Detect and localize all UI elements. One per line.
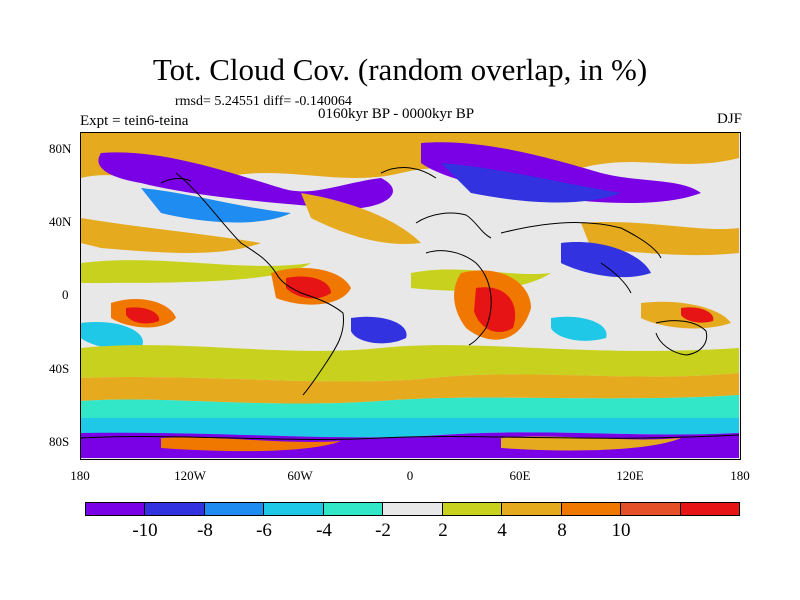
experiment-label: Expt = tein6-teina (80, 113, 189, 129)
lat-label: 80N (49, 141, 72, 156)
chart-title: Tot. Cloud Cov. (random overlap, in %) (152, 52, 648, 87)
colorbar-swatch (322, 503, 383, 515)
colorbar-label: -10 (132, 520, 158, 541)
colorbar-swatch (203, 503, 264, 515)
colorbar (85, 502, 740, 516)
lon-label: 120E (616, 468, 644, 483)
colorbar-swatch (501, 503, 561, 515)
lon-label: 0 (406, 468, 414, 483)
colorbar-swatch (560, 503, 621, 515)
colorbar-swatch (86, 503, 145, 515)
lon-label: 60W (287, 468, 313, 483)
lat-label: 40S (49, 361, 70, 376)
colorbar-label: -2 (375, 520, 391, 541)
map-field (81, 133, 739, 458)
lon-label: 180 (70, 468, 90, 483)
lon-label: 120W (174, 468, 206, 483)
colorbar-swatch (144, 503, 204, 515)
colorbar-label: 4 (497, 520, 507, 541)
lon-label: 180 (730, 468, 750, 483)
lon-label: 60E (509, 468, 531, 483)
stats-text: rmsd= 5.24551 diff= -0.140064 (175, 94, 352, 109)
lat-label: 0 (62, 287, 69, 302)
anomaly-map (80, 132, 741, 460)
colorbar-swatch (441, 503, 502, 515)
colorbar-label: 8 (557, 520, 567, 541)
lat-label: 80S (49, 434, 70, 449)
colorbar-swatch (382, 503, 442, 515)
colorbar-label: 10 (611, 520, 631, 541)
colorbar-label: 2 (438, 520, 448, 541)
colorbar-swatch (679, 503, 739, 515)
colorbar-swatch (620, 503, 680, 515)
colorbar-label: -8 (197, 520, 213, 541)
season-label: DJF (716, 111, 742, 127)
colorbar-swatch (263, 503, 323, 515)
lat-label: 40N (49, 214, 72, 229)
period-label: 0160kyr BP - 0000kyr BP (318, 106, 475, 122)
colorbar-label: -6 (256, 520, 272, 541)
colorbar-label: -4 (316, 520, 332, 541)
